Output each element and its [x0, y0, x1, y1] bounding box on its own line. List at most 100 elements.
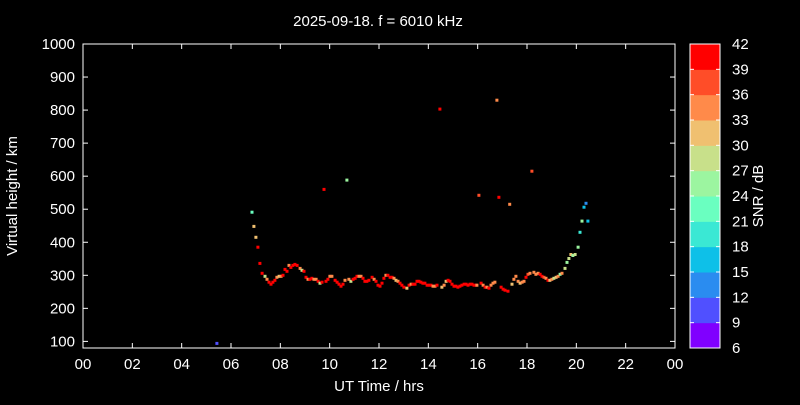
data-point	[361, 276, 365, 280]
data-point	[456, 285, 460, 289]
data-point	[405, 286, 409, 290]
data-point	[464, 282, 468, 286]
colorbar: 6 9 12 15 18 21 24 27 30 33 36 39 42	[689, 36, 749, 357]
colorbar-tick-label: 27	[732, 163, 749, 180]
data-point	[495, 98, 499, 102]
y-tick-label: 700	[50, 135, 75, 152]
data-point	[382, 276, 386, 280]
data-point	[573, 253, 577, 256]
data-point	[345, 178, 349, 182]
data-point	[339, 284, 343, 288]
data-point	[548, 278, 552, 282]
data-point	[503, 288, 507, 292]
data-point	[407, 283, 411, 287]
data-point	[341, 282, 345, 286]
x-tick-label: 00	[667, 356, 684, 373]
data-point	[493, 280, 497, 284]
data-point	[293, 262, 297, 266]
data-point	[435, 283, 439, 287]
data-point	[267, 280, 271, 284]
data-point	[497, 195, 501, 199]
data-point	[475, 283, 479, 287]
data-point	[489, 283, 493, 287]
data-point	[295, 263, 299, 267]
data-point	[425, 283, 429, 287]
data-point	[409, 282, 413, 286]
colorbar-tick-label: 39	[732, 61, 749, 78]
colorbar-tick-label: 24	[732, 188, 749, 205]
data-point	[542, 275, 546, 279]
chart-title: 2025-09-18. f = 6010 kHz	[293, 13, 463, 30]
y-tick-label: 200	[50, 300, 75, 317]
colorbar-segment	[690, 221, 720, 248]
x-tick-label: 06	[223, 356, 240, 373]
y-tick-label: 100	[50, 333, 75, 350]
data-point	[558, 272, 562, 276]
x-tick-label: 12	[371, 356, 388, 373]
data-point	[343, 278, 347, 282]
data-point	[374, 279, 378, 283]
data-point	[357, 274, 361, 278]
x-tick-label: 22	[617, 356, 634, 373]
data-point	[544, 276, 548, 280]
data-point	[460, 283, 464, 287]
data-point	[569, 253, 573, 256]
x-tick-label: 14	[420, 356, 437, 373]
data-point	[285, 269, 289, 273]
data-point	[554, 275, 558, 279]
data-point	[567, 257, 571, 260]
data-point	[444, 279, 448, 283]
data-point	[376, 283, 380, 287]
data-point	[506, 289, 510, 293]
data-point	[479, 281, 483, 285]
data-point	[483, 285, 487, 289]
data-point	[442, 283, 446, 287]
data-point	[388, 275, 392, 279]
data-point	[308, 277, 312, 281]
colorbar-segment	[690, 297, 720, 324]
data-point	[532, 270, 536, 274]
data-point	[528, 271, 532, 275]
data-point	[359, 274, 363, 278]
data-point	[260, 271, 264, 275]
colorbar-tick-label: 36	[732, 87, 749, 104]
data-point	[415, 279, 419, 283]
colorbar-segment	[690, 69, 720, 96]
y-tick-label: 300	[50, 267, 75, 284]
y-tick-label: 600	[50, 168, 75, 185]
colorbar-segment	[690, 272, 720, 298]
data-point	[452, 284, 456, 288]
data-point	[252, 224, 256, 228]
data-point	[565, 260, 569, 264]
data-point	[363, 279, 367, 283]
data-point	[518, 281, 522, 285]
colorbar-tick-label: 15	[732, 264, 749, 281]
data-point	[310, 276, 314, 280]
data-point	[324, 279, 328, 283]
data-point	[250, 210, 254, 214]
data-point	[335, 280, 339, 284]
data-point	[365, 279, 369, 283]
data-point	[576, 245, 580, 249]
data-point	[526, 272, 530, 276]
data-point	[322, 187, 326, 191]
colorbar-tick-label: 30	[732, 137, 749, 154]
colorbar-label: SNR / dB	[750, 165, 767, 228]
x-tick-label: 08	[272, 356, 289, 373]
data-point	[378, 284, 382, 288]
colorbar-segment	[690, 120, 720, 146]
data-point	[446, 278, 450, 282]
data-point	[472, 283, 476, 287]
data-point	[411, 282, 415, 286]
data-point	[326, 277, 330, 281]
y-tick-label: 900	[50, 69, 75, 86]
data-point	[468, 282, 472, 286]
data-point	[481, 283, 485, 287]
data-point	[466, 283, 470, 287]
data-point	[263, 274, 267, 278]
data-point	[394, 278, 398, 282]
data-point	[314, 277, 318, 281]
data-point	[586, 219, 590, 223]
data-point	[367, 278, 371, 282]
data-point	[491, 281, 495, 285]
